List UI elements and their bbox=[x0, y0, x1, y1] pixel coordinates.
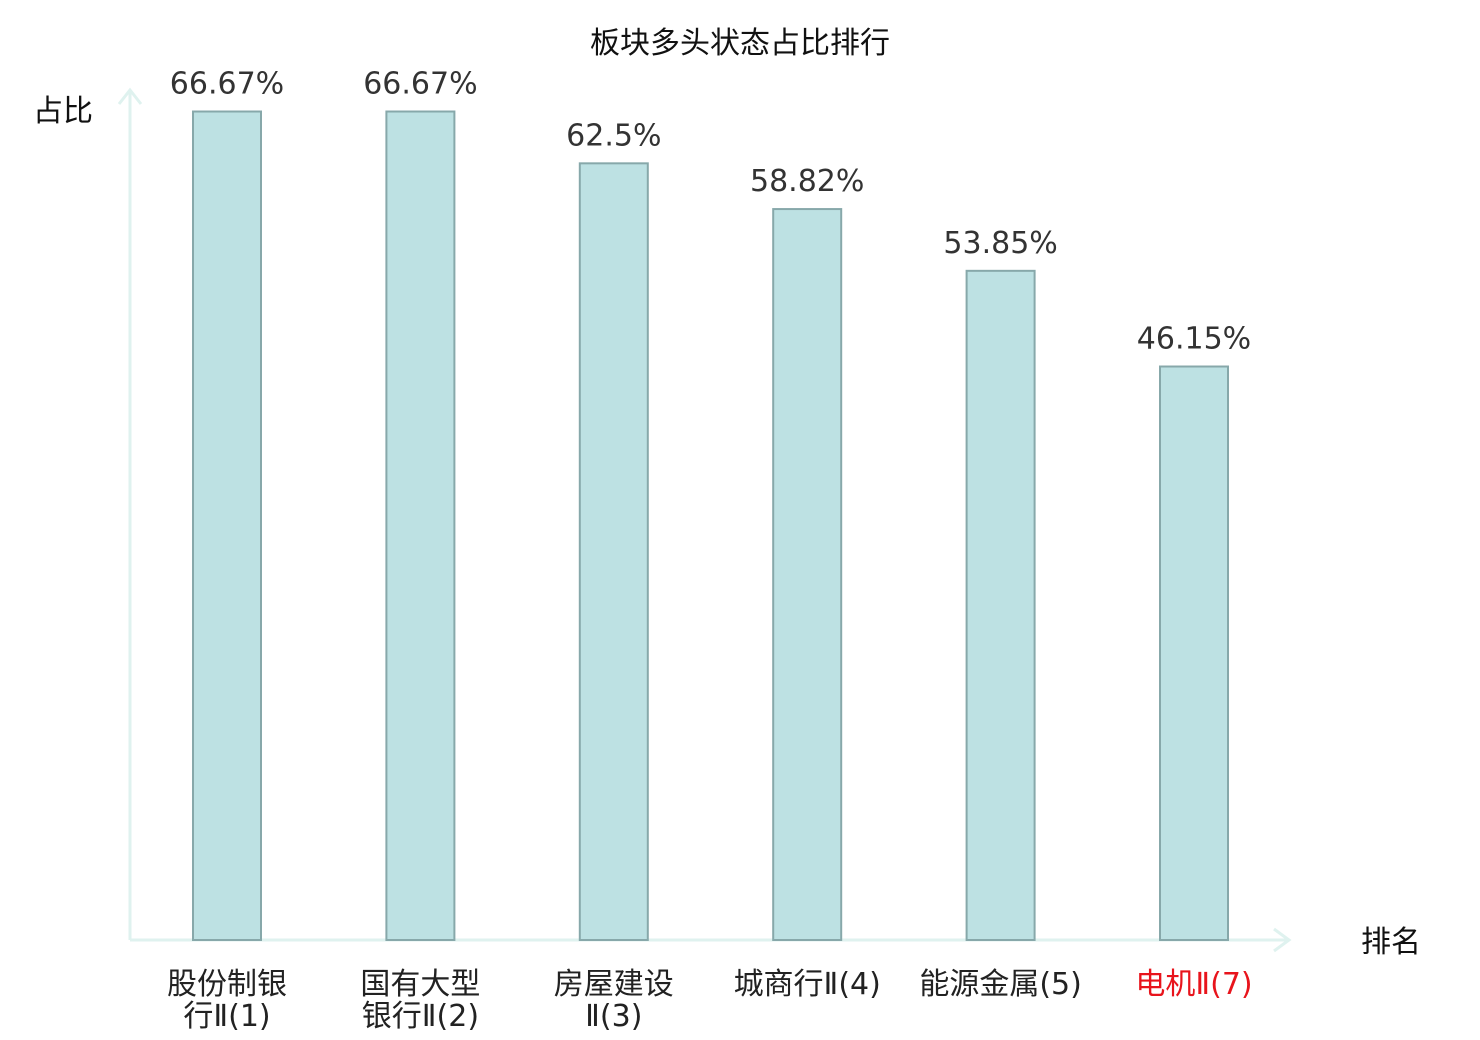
y-axis-arrow-icon bbox=[117, 87, 143, 105]
x-axis-label: 排名 bbox=[1361, 925, 1421, 960]
bar-value-label: 66.67% bbox=[363, 67, 477, 102]
category-tick-label: 国有大型银行Ⅱ(2) bbox=[360, 967, 480, 1034]
bar-value-label: 62.5% bbox=[566, 118, 661, 153]
bar bbox=[192, 110, 262, 941]
category-tick-label: 股份制银行Ⅱ(1) bbox=[167, 967, 287, 1034]
bar-value-label: 66.67% bbox=[170, 67, 284, 102]
bar-value-label: 58.82% bbox=[750, 164, 864, 199]
x-axis: 排名 bbox=[130, 925, 1421, 960]
y-axis-label: 占比 bbox=[33, 94, 93, 129]
x-axis-arrow-icon bbox=[1273, 927, 1292, 953]
category-labels: 股份制银行Ⅱ(1) 国有大型银行Ⅱ(2) 房屋建设 Ⅱ(3) 城商行Ⅱ(4) 能源金属(5… bbox=[167, 967, 1253, 1034]
bar bbox=[772, 208, 843, 941]
y-axis: 占比 bbox=[33, 87, 143, 940]
category-tick-label: 城商行Ⅱ(4) bbox=[734, 967, 881, 1002]
bar-value-label: 46.15% bbox=[1137, 322, 1251, 357]
value-labels: 66.67% 66.67% 62.5% 58.82% 53.85% 46.15% bbox=[170, 67, 1251, 357]
bar bbox=[965, 269, 1036, 942]
category-tick-label: 电机Ⅱ(7) bbox=[1135, 967, 1252, 1002]
bar bbox=[385, 110, 456, 941]
bar bbox=[578, 162, 649, 942]
category-tick-label: 能源金属(5) bbox=[919, 967, 1082, 1002]
bar bbox=[1159, 365, 1229, 941]
chart-title: 板块多头状态占比排行 bbox=[590, 26, 890, 61]
bar-value-label: 53.85% bbox=[943, 226, 1057, 261]
bar-series bbox=[192, 110, 1229, 942]
category-tick-label: 房屋建设 Ⅱ(3) bbox=[554, 967, 674, 1034]
